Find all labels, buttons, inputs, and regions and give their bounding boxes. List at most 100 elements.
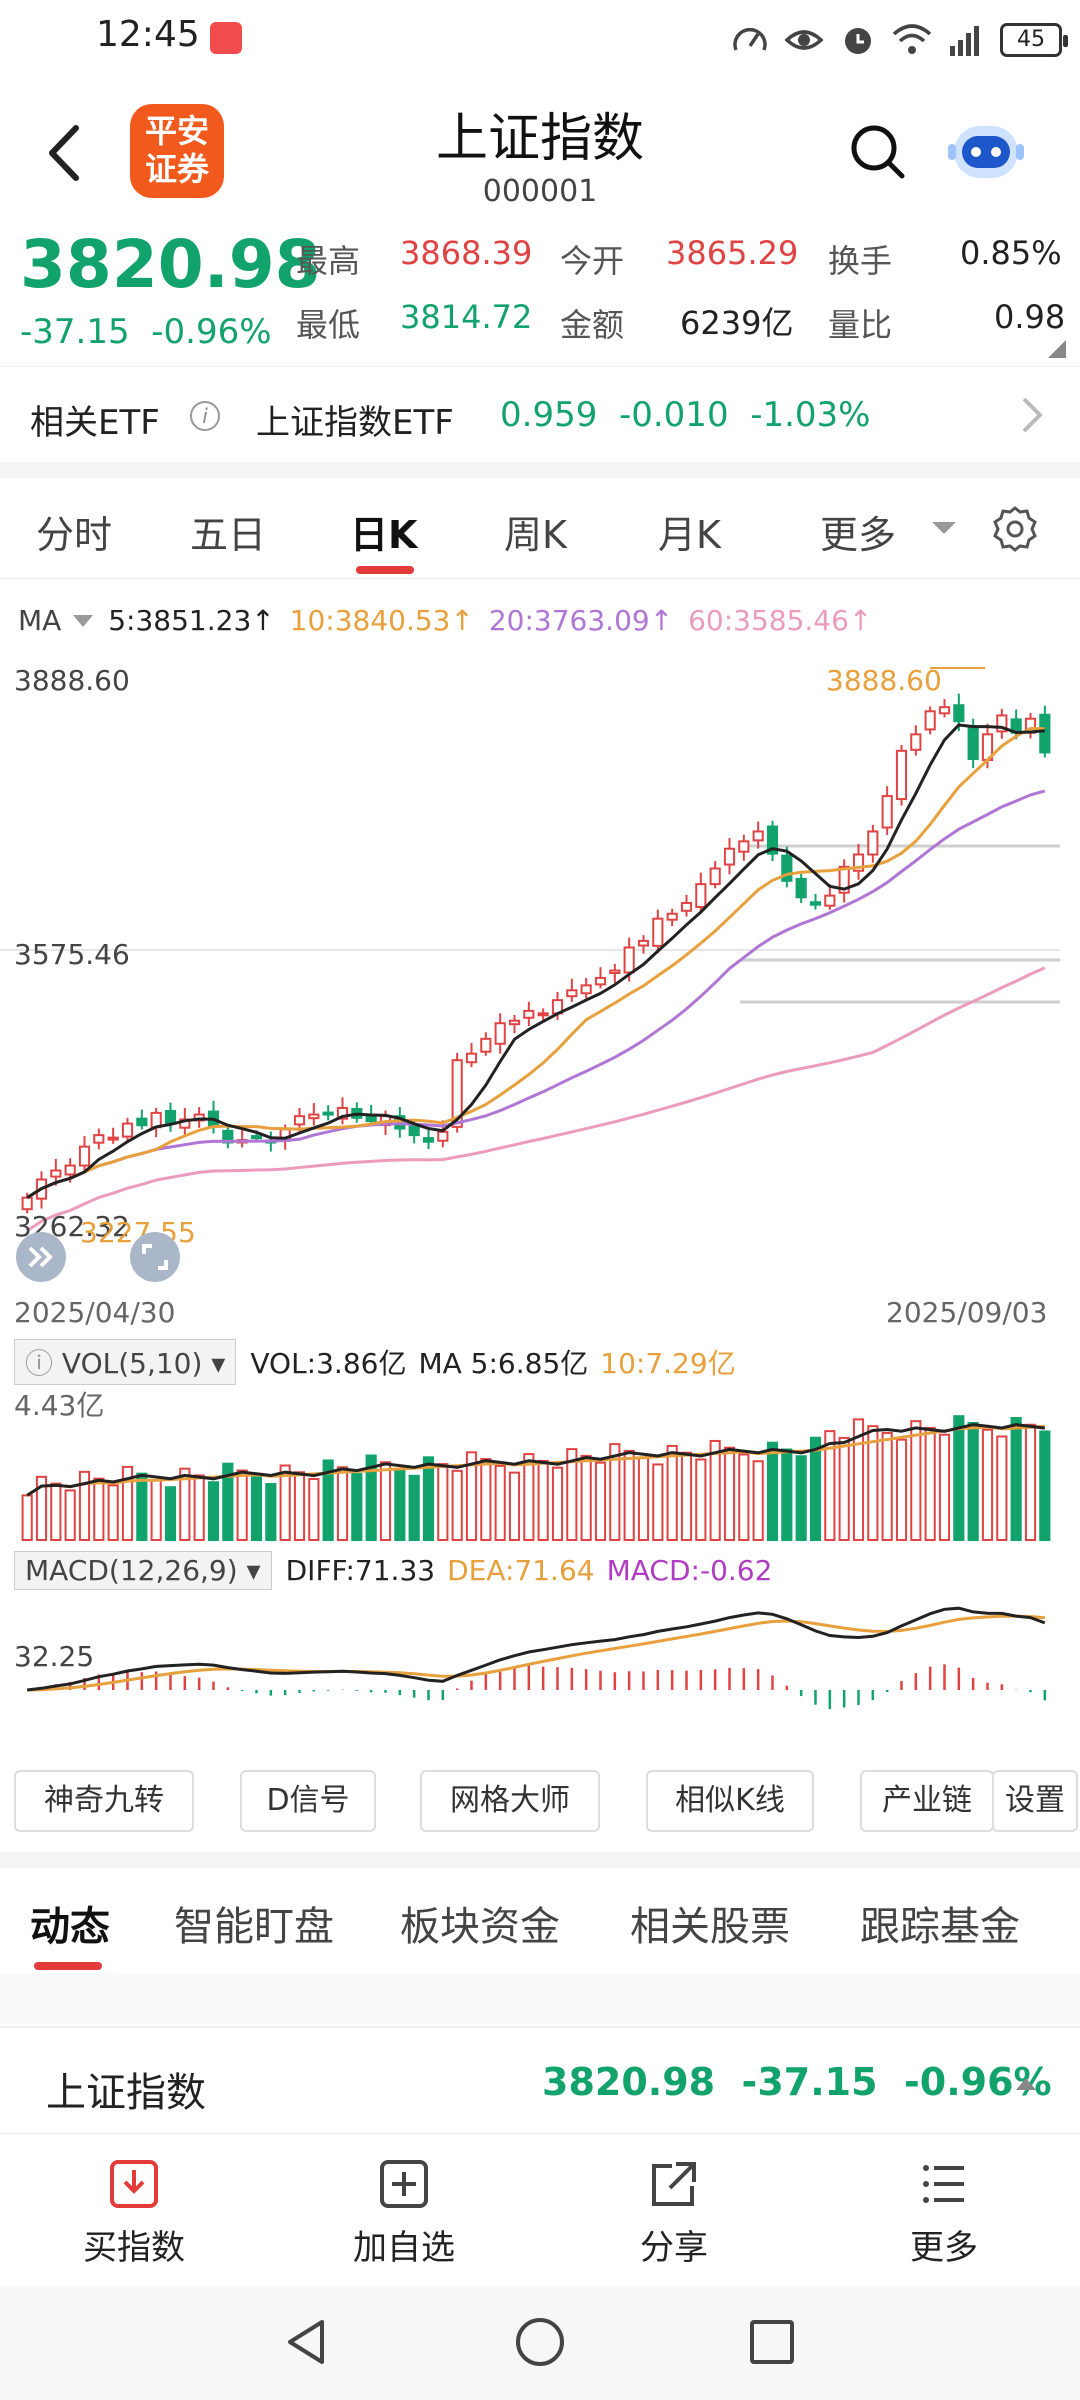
- high-value: 3868.39: [400, 234, 533, 272]
- volume-bar: [394, 1468, 406, 1541]
- etf-name: 上证指数ETF: [256, 403, 454, 443]
- candle-body: [336, 1106, 349, 1120]
- volume-chart[interactable]: 4.43亿: [0, 1384, 1080, 1542]
- current-price: 3820.98: [20, 226, 321, 303]
- add-watchlist-label: 加自选: [353, 2228, 455, 2268]
- fullscreen-button[interactable]: [128, 1230, 182, 1284]
- bottom-action-bar: 买指数 加自选 分享 更多: [0, 2136, 1080, 2286]
- candle-body: [709, 867, 721, 886]
- back-button[interactable]: [36, 118, 96, 188]
- candlestick-plot[interactable]: [0, 650, 1080, 1310]
- tab-sector-funds[interactable]: 板块资金: [400, 1904, 560, 1950]
- candle-body: [508, 1019, 521, 1026]
- volume-bar: [1024, 1423, 1037, 1542]
- index-quote: 3820.98 -37.15 -0.96%: [542, 2060, 1052, 2104]
- candle-body: [494, 1022, 506, 1045]
- tab-weekly-k[interactable]: 周K: [504, 513, 567, 557]
- share-button[interactable]: 分享: [594, 2156, 754, 2269]
- macd-chart[interactable]: [0, 1592, 1080, 1750]
- expand-left-button[interactable]: [14, 1230, 68, 1284]
- volume-bar: [222, 1462, 234, 1541]
- nav-home-icon[interactable]: [512, 2314, 568, 2370]
- macd-diff: DIFF:71.33: [285, 1553, 436, 1587]
- header: 平安证券 上证指数 000001: [0, 80, 1080, 220]
- macd-value: MACD:-0.62: [606, 1553, 773, 1587]
- candle-body: [723, 847, 736, 866]
- tab-intraday[interactable]: 分时: [36, 513, 113, 557]
- tab-related-stocks[interactable]: 相关股票: [630, 1904, 790, 1950]
- tool-d-signal[interactable]: D信号: [240, 1770, 376, 1832]
- macd-dea: DEA:71.64: [447, 1553, 595, 1587]
- volume-ratio-value: 0.98: [994, 298, 1066, 336]
- volume-bar: [50, 1482, 62, 1541]
- volume-bar: [422, 1456, 435, 1541]
- volume-bar: [666, 1444, 678, 1541]
- status-bar: 12:45 45: [0, 0, 1080, 80]
- section-divider-2: [0, 1852, 1080, 1868]
- volume-bar: [265, 1483, 277, 1542]
- add-watchlist-button[interactable]: 加自选: [324, 2156, 484, 2269]
- volume-bar: [179, 1467, 191, 1541]
- macd-indicator-selector[interactable]: MACD(12,26,9) ▾: [14, 1550, 272, 1590]
- tab-monthly-k[interactable]: 月K: [658, 513, 721, 557]
- volume-bar: [250, 1476, 263, 1541]
- gear-icon[interactable]: [990, 504, 1040, 554]
- candle-body: [580, 984, 592, 995]
- tab-tracking-funds[interactable]: 跟踪基金: [860, 1904, 1020, 1950]
- robot-assistant-icon[interactable]: [944, 108, 1028, 192]
- search-button[interactable]: [846, 120, 910, 184]
- candle-body: [824, 894, 836, 907]
- price-change: -37.15 -0.96%: [20, 312, 272, 352]
- ma-dropdown-icon[interactable]: [73, 614, 94, 627]
- volume-bar: [824, 1430, 836, 1542]
- ma-label: MA: [18, 604, 62, 637]
- info-icon[interactable]: i: [190, 401, 220, 431]
- volume-bar: [652, 1463, 664, 1541]
- chevron-up-icon[interactable]: [1016, 2078, 1036, 2090]
- index-summary-row[interactable]: 上证指数 3820.98 -37.15 -0.96%: [0, 2026, 1080, 2134]
- related-etf-bar[interactable]: 相关ETF i 上证指数ETF 0.959 -0.010 -1.03%: [0, 366, 1080, 462]
- tab-smart-watch[interactable]: 智能盯盘: [174, 1904, 334, 1950]
- tool-industry-chain[interactable]: 产业链: [860, 1770, 994, 1832]
- buy-index-button[interactable]: 买指数: [54, 2156, 214, 2269]
- tool-magic-nine[interactable]: 神奇九转: [14, 1770, 194, 1832]
- volume-bar: [494, 1464, 506, 1541]
- volume-bar: [523, 1453, 535, 1541]
- candle-body: [795, 877, 807, 899]
- volume-value: VOL:3.86亿: [250, 1347, 407, 1380]
- volume-bar: [408, 1474, 420, 1541]
- content-tabs: 动态 智能盯盘 板块资金 相关股票 跟踪基金: [0, 1868, 1080, 1974]
- ma5-value: 5:3851.23↑: [108, 604, 275, 637]
- expand-corner-icon[interactable]: [1048, 340, 1066, 358]
- tool-grid-master[interactable]: 网格大师: [420, 1770, 600, 1832]
- volume-bar: [881, 1431, 893, 1541]
- volume-bar: [279, 1464, 291, 1541]
- tab-more[interactable]: 更多: [820, 513, 897, 557]
- volume-bar: [508, 1471, 521, 1541]
- tab-news[interactable]: 动态: [30, 1904, 110, 1950]
- more-button[interactable]: 更多: [864, 2156, 1024, 2269]
- volume-bar: [695, 1458, 707, 1541]
- volume-bar: [809, 1436, 822, 1541]
- volume-indicator-selector[interactable]: ⓘ VOL(5,10) ▾: [14, 1339, 237, 1385]
- candle-body: [809, 901, 822, 906]
- volume-bar: [938, 1433, 951, 1541]
- volume-bar: [107, 1484, 119, 1542]
- volume-axis-label: 4.43亿: [14, 1389, 105, 1422]
- volume-bar: [293, 1471, 306, 1541]
- volume-bar: [609, 1443, 621, 1541]
- volume-bar: [924, 1426, 936, 1541]
- tool-similar-kline[interactable]: 相似K线: [646, 1770, 814, 1832]
- volume-bar: [336, 1466, 349, 1541]
- tab-five-day[interactable]: 五日: [190, 513, 267, 557]
- volume-legend: ⓘ VOL(5,10) ▾ VOL:3.86亿 MA 5:6.85亿 10:7.…: [14, 1339, 736, 1385]
- kline-chart[interactable]: 3888.60 3575.46 3262.32 3888.60 3227.55 …: [0, 650, 1080, 1329]
- volume-bar: [93, 1477, 105, 1541]
- tool-settings[interactable]: 设置: [992, 1770, 1078, 1832]
- nav-recents-icon[interactable]: [744, 2314, 800, 2370]
- amount-label: 金额: [560, 306, 625, 344]
- volume-bar: [437, 1463, 449, 1541]
- high-label: 最高: [296, 242, 361, 280]
- tab-daily-k[interactable]: 日K: [350, 513, 418, 557]
- nav-back-icon[interactable]: [280, 2314, 336, 2370]
